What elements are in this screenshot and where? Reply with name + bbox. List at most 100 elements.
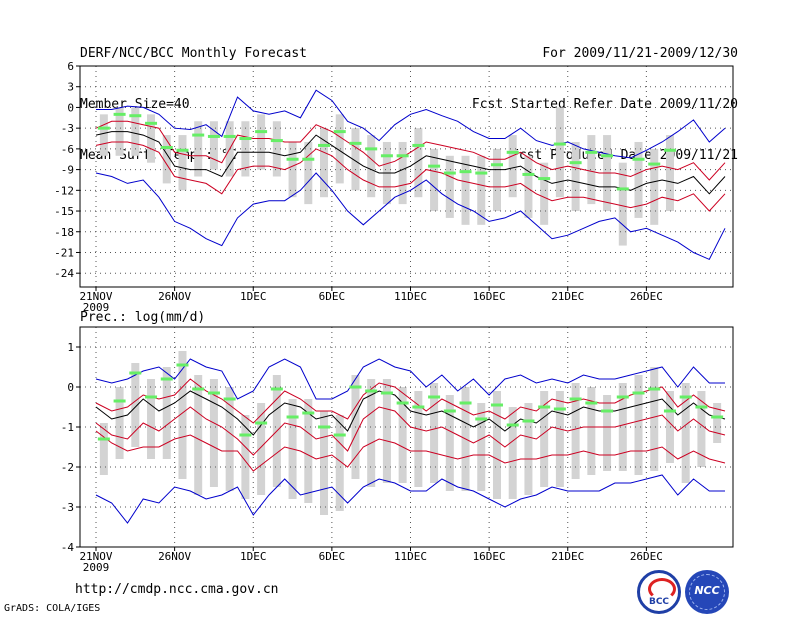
prec-member-mark [569, 397, 582, 401]
temp-member-mark [286, 157, 299, 161]
temp-member-mark [365, 147, 378, 151]
temp-member-mark [129, 114, 142, 118]
prec-member-mark [490, 403, 503, 407]
temp-member-box [477, 155, 486, 225]
temp-member-mark [443, 171, 456, 175]
temp-y-tick-label: -6 [61, 143, 74, 156]
temp-member-mark [97, 126, 110, 130]
temp-member-box [320, 128, 329, 198]
temp-member-mark [302, 157, 315, 161]
temp-x-tick-label: 21DEC [551, 290, 584, 303]
temp-member-box [131, 107, 140, 156]
temp-x-tick-label: 16DEC [473, 290, 506, 303]
ncc-logo-text: NCC [694, 584, 720, 597]
temp-member-mark [207, 134, 220, 138]
prec-member-box [618, 383, 627, 471]
prec-member-mark [97, 437, 110, 441]
temp-member-box [414, 128, 423, 198]
title-text: DERF/NCC/BCC Monthly Forecast [80, 46, 307, 61]
temp-member-mark [255, 130, 268, 134]
prec-y-tick-label: -2 [61, 461, 74, 474]
prec-member-box [665, 391, 674, 463]
prec-member-mark [396, 401, 409, 405]
prec-series-upper [95, 378, 726, 424]
prec-x-tick-label: 21NOV [79, 550, 112, 563]
prec-member-box [320, 411, 329, 515]
temp-member-mark [223, 134, 236, 138]
temp-x-tick-label: 1DEC [240, 290, 267, 303]
prec-member-mark [585, 401, 598, 405]
temp-member-mark [396, 154, 409, 158]
prec-member-mark [239, 433, 252, 437]
temp-member-box [508, 135, 517, 198]
temp-plot-frame [79, 65, 734, 288]
prec-member-mark [302, 411, 315, 415]
temp-member-box [524, 155, 533, 218]
prec-member-mark [711, 415, 724, 419]
prec-member-mark [428, 395, 441, 399]
temp-member-mark [616, 187, 629, 191]
prec-member-box [555, 391, 564, 487]
prec-member-mark [207, 391, 220, 395]
prec-member-mark [695, 405, 708, 409]
temp-y-tick-label: -12 [54, 184, 74, 197]
temp-member-mark [380, 154, 393, 158]
temp-member-mark [585, 150, 598, 154]
prec-member-box [697, 391, 706, 467]
temp-member-mark [601, 154, 614, 158]
prec-member-mark [113, 399, 126, 403]
prec-series-mean [95, 390, 726, 436]
temp-y-tick-label: -3 [61, 122, 74, 135]
temp-series-lower [95, 141, 726, 212]
temp-member-box [587, 135, 596, 205]
prec-x-tick-sublabel: 2009 [83, 561, 110, 574]
temp-member-box [571, 141, 580, 212]
prec-member-box [713, 403, 722, 443]
prec-member-box [131, 363, 140, 447]
temp-member-box [555, 107, 564, 198]
temp-series-mean [95, 131, 726, 195]
temp-member-box [272, 121, 281, 177]
temp-member-mark [428, 164, 441, 168]
temp-x-tick-label: 26DEC [630, 290, 663, 303]
prec-x-tick-label: 26DEC [630, 550, 663, 563]
prec-member-mark [475, 417, 488, 421]
prec-member-mark [270, 387, 283, 391]
prec-member-box [414, 391, 423, 487]
prec-member-mark [553, 407, 566, 411]
temp-member-box [194, 121, 203, 177]
temp-member-box [398, 141, 407, 205]
temp-member-box [634, 141, 643, 218]
prec-member-mark [648, 387, 661, 391]
prec-member-box [382, 379, 391, 483]
prec-y-tick-label: -4 [61, 541, 75, 554]
prec-member-box [445, 395, 454, 491]
prec-member-box [398, 387, 407, 483]
temp-series-min [95, 172, 726, 261]
temp-y-tick-label: -15 [54, 205, 74, 218]
prec-member-mark [286, 415, 299, 419]
prec-member-mark [663, 409, 676, 413]
prec-y-tick-label: 0 [67, 381, 74, 394]
prec-series-min [95, 474, 725, 524]
prec-x-tick-label: 1DEC [240, 550, 267, 563]
prec-member-box [367, 379, 376, 487]
prec-member-mark [506, 423, 519, 427]
prec-member-mark [632, 391, 645, 395]
prec-member-box [492, 391, 501, 499]
temp-y-tick-label: -18 [54, 226, 74, 239]
temp-series-upper [95, 120, 726, 181]
prec-plot-frame [79, 326, 734, 548]
temp-member-mark [459, 170, 472, 174]
prec-member-mark [349, 385, 362, 389]
prec-x-tick-label: 6DEC [319, 550, 346, 563]
prec-member-mark [380, 391, 393, 395]
temp-member-mark [145, 121, 158, 125]
prec-member-box [225, 387, 234, 491]
prec-member-mark [538, 405, 551, 409]
temp-member-box [351, 128, 360, 191]
ncc-logo: NCC [685, 570, 729, 614]
prec-member-mark [333, 433, 346, 437]
source-url[interactable]: http://cmdp.ncc.cma.gov.cn [75, 582, 279, 597]
